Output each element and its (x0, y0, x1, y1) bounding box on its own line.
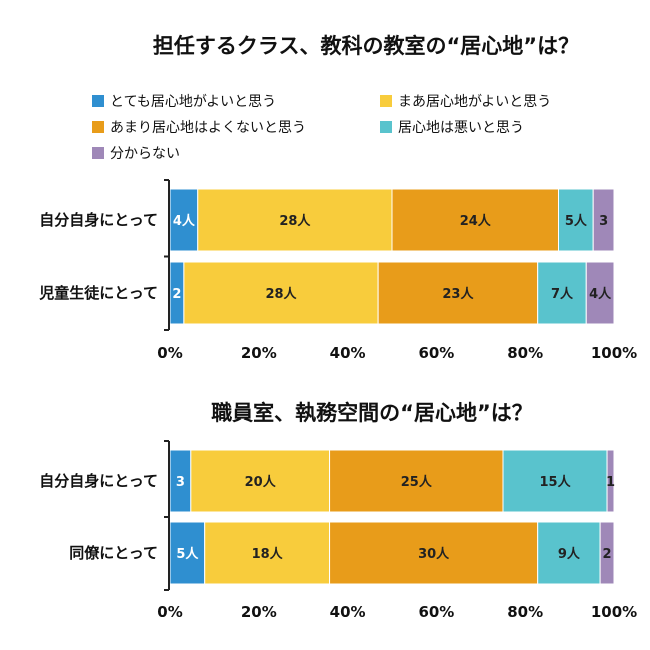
legend-swatch-4 (380, 121, 392, 133)
data-label: 28人 (279, 213, 311, 229)
category-label: 同僚にとって (69, 544, 158, 562)
x-tick-label: 100% (591, 603, 637, 621)
bar-segment (592, 188, 615, 252)
x-tick-label: 100% (591, 344, 637, 362)
data-label: 5人 (176, 546, 199, 562)
data-label: 2 (603, 547, 612, 562)
x-tick-label: 0% (157, 603, 182, 621)
legend-label-3: あまり居心地はよくないと思う (110, 120, 306, 136)
data-label: 18人 (252, 546, 284, 562)
chart-2-title: 職員室、執務空間の“居心地”は？ (211, 401, 533, 425)
bar-segment (329, 449, 504, 513)
x-tick-label: 20% (241, 603, 277, 621)
bar-segment (190, 449, 331, 513)
data-label: 4人 (589, 286, 612, 302)
chart-1-title: 担任するクラス、教科の教室の“居心地”は？ (153, 34, 579, 58)
data-label: 2 (172, 287, 181, 302)
bar-segment (197, 188, 393, 252)
legend-swatch-1 (92, 95, 104, 107)
data-label: 1 (606, 475, 615, 490)
bar-segment (537, 261, 587, 325)
category-label: 自分自身にとって (39, 472, 158, 490)
x-tick-label: 40% (330, 344, 366, 362)
data-label: 7人 (551, 286, 574, 302)
data-label: 3 (176, 475, 185, 490)
legend-label-1: とても居心地がよいと思う (110, 94, 276, 110)
category-label: 児童生徒にとって (38, 284, 158, 302)
bar-segment (606, 449, 615, 513)
category-label: 自分自身にとって (39, 211, 158, 229)
x-tick-label: 80% (507, 603, 543, 621)
legend-swatch-3 (92, 121, 104, 133)
legend-swatch-5 (92, 147, 104, 159)
bar-segment (183, 261, 379, 325)
x-tick-label: 40% (330, 603, 366, 621)
legend-label-4: 居心地は悪いと思う (398, 120, 524, 136)
data-label: 28人 (265, 286, 297, 302)
x-tick-label: 60% (418, 344, 454, 362)
data-label: 9人 (558, 546, 581, 562)
x-tick-label: 0% (157, 344, 182, 362)
legend: とても居心地がよいと思う まあ居心地がよいと思う あまり居心地はよくないと思う … (92, 94, 551, 162)
legend-label-2: まあ居心地がよいと思う (398, 94, 551, 110)
bar-segment (391, 188, 559, 252)
x-tick-label: 60% (418, 603, 454, 621)
data-label: 15人 (539, 474, 571, 490)
bar-segment (502, 449, 608, 513)
data-label: 23人 (442, 286, 474, 302)
data-label: 5人 (565, 213, 588, 229)
x-tick-label: 20% (241, 344, 277, 362)
bar-segment (537, 521, 601, 585)
bar-segment (377, 261, 539, 325)
data-label: 24人 (460, 213, 492, 229)
data-label: 30人 (418, 546, 450, 562)
legend-label-5: 分からない (110, 146, 180, 162)
data-label: 3 (599, 214, 608, 229)
x-tick-label: 80% (507, 344, 543, 362)
bar-segment (599, 521, 615, 585)
data-label: 4人 (173, 213, 196, 229)
legend-swatch-2 (380, 95, 392, 107)
data-label: 25人 (401, 474, 433, 490)
bar-segment (585, 261, 615, 325)
chart-1-plot: 自分自身にとって 4人 28人 24人 5人 3 児童生徒にとって 2 28人 23人 7人 4人 0%… (38, 179, 637, 362)
data-label: 20人 (245, 474, 277, 490)
bar-segment (169, 521, 206, 585)
